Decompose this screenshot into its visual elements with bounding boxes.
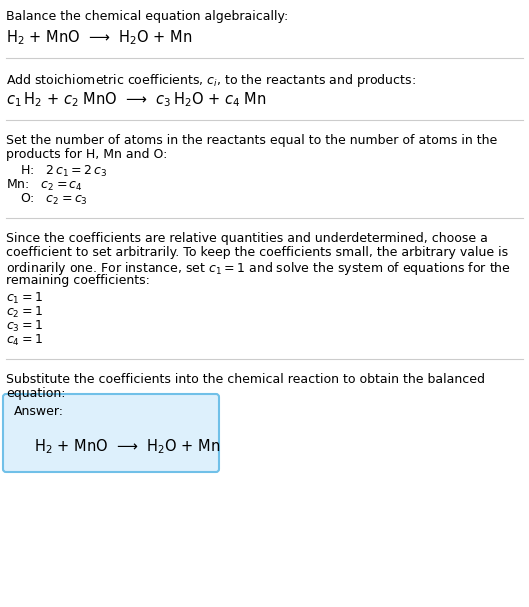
Text: $c_2 = 1$: $c_2 = 1$ <box>6 305 43 320</box>
Text: Substitute the coefficients into the chemical reaction to obtain the balanced: Substitute the coefficients into the che… <box>6 373 485 386</box>
Text: coefficient to set arbitrarily. To keep the coefficients small, the arbitrary va: coefficient to set arbitrarily. To keep … <box>6 246 508 259</box>
Text: Since the coefficients are relative quantities and underdetermined, choose a: Since the coefficients are relative quan… <box>6 232 488 245</box>
Text: $c_1\,\mathregular{H_2}$ + $c_2$ MnO  ⟶  $c_3\,\mathregular{H_2}$O + $c_4$ Mn: $c_1\,\mathregular{H_2}$ + $c_2$ MnO ⟶ $… <box>6 90 267 109</box>
Text: equation:: equation: <box>6 387 66 400</box>
Text: $c_4 = 1$: $c_4 = 1$ <box>6 333 43 348</box>
Text: $\mathregular{H_2}$ + MnO  ⟶  $\mathregular{H_2}$O + Mn: $\mathregular{H_2}$ + MnO ⟶ $\mathregula… <box>34 438 221 456</box>
Text: $c_1 = 1$: $c_1 = 1$ <box>6 291 43 306</box>
Text: Mn:   $c_2 = c_4$: Mn: $c_2 = c_4$ <box>6 178 83 193</box>
Text: $\mathregular{H_2}$ + MnO  ⟶  $\mathregular{H_2}$O + Mn: $\mathregular{H_2}$ + MnO ⟶ $\mathregula… <box>6 28 193 47</box>
Text: remaining coefficients:: remaining coefficients: <box>6 274 150 287</box>
Text: Answer:: Answer: <box>14 405 64 418</box>
FancyBboxPatch shape <box>3 394 219 472</box>
Text: ordinarily one. For instance, set $c_1 = 1$ and solve the system of equations fo: ordinarily one. For instance, set $c_1 =… <box>6 260 511 277</box>
Text: Set the number of atoms in the reactants equal to the number of atoms in the: Set the number of atoms in the reactants… <box>6 134 497 147</box>
Text: products for H, Mn and O:: products for H, Mn and O: <box>6 148 167 161</box>
Text: H:   $2\,c_1 = 2\,c_3$: H: $2\,c_1 = 2\,c_3$ <box>20 164 107 179</box>
Text: Add stoichiometric coefficients, $c_i$, to the reactants and products:: Add stoichiometric coefficients, $c_i$, … <box>6 72 416 89</box>
Text: $c_3 = 1$: $c_3 = 1$ <box>6 319 43 334</box>
Text: Balance the chemical equation algebraically:: Balance the chemical equation algebraica… <box>6 10 288 23</box>
Text: O:   $c_2 = c_3$: O: $c_2 = c_3$ <box>20 192 88 207</box>
